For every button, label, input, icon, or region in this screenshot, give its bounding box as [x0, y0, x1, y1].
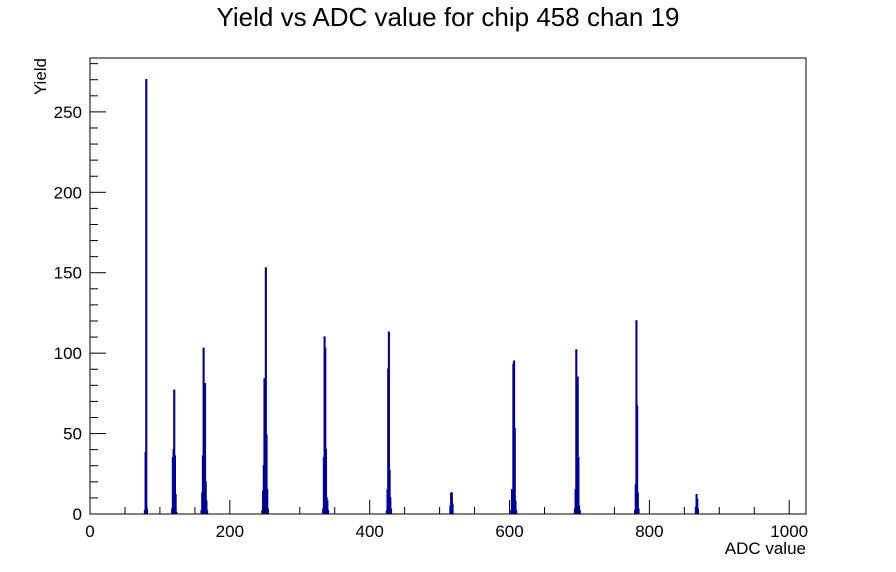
histogram-bin: [326, 500, 329, 514]
x-tick-label: 0: [85, 522, 94, 541]
y-axis-label: Yield: [31, 58, 50, 95]
x-tick-label: 1000: [770, 522, 808, 541]
histogram-layer: [143, 79, 700, 514]
y-tick-label: 100: [54, 344, 82, 363]
histogram-bin: [203, 383, 207, 514]
histogram-bin: [696, 508, 700, 514]
histogram-bin: [450, 492, 453, 514]
histogram-bin: [174, 493, 177, 514]
histogram-bin: [206, 510, 209, 514]
histogram-bin: [451, 503, 454, 514]
x-tick-label: 200: [216, 522, 244, 541]
histogram-bin: [513, 428, 516, 514]
histogram-bin: [389, 497, 392, 514]
histogram-bin: [327, 510, 330, 514]
x-axis-label: ADC value: [725, 539, 806, 558]
histogram-bin: [636, 405, 639, 514]
x-tick-label: 800: [635, 522, 663, 541]
histogram-bin: [266, 508, 270, 514]
histogram-bin: [389, 508, 393, 514]
y-tick-label: 50: [63, 425, 82, 444]
histogram-bin: [637, 508, 640, 514]
y-tick-label: 250: [54, 103, 82, 122]
histogram-bin: [514, 500, 517, 514]
histogram-bin: [636, 492, 639, 514]
plot-frame: [89, 57, 807, 515]
histogram-bin: [204, 481, 207, 514]
y-tick-label: 200: [54, 183, 82, 202]
chart-title: Yield vs ADC value for chip 458 chan 19: [216, 2, 680, 32]
histogram-bin: [265, 434, 268, 514]
histogram-bin: [145, 508, 149, 514]
x-tick-label: 600: [495, 522, 523, 541]
histogram-bin: [388, 469, 391, 514]
histogram-bin: [387, 331, 390, 514]
histogram-bin: [266, 489, 269, 514]
histogram-bin: [173, 389, 176, 514]
histogram-bin: [515, 510, 518, 514]
histogram-bin: [175, 511, 178, 514]
histogram-bin: [264, 267, 267, 514]
histogram-bin: [696, 498, 699, 514]
histogram-bin: [324, 347, 327, 514]
histogram-bin: [324, 448, 328, 514]
histogram-bin: [205, 500, 208, 514]
histogram-bin: [145, 79, 148, 514]
axes: 0 200 400 600 800 1000 0 50 100 150 200 250: [54, 63, 808, 541]
histogram-bin: [173, 455, 177, 514]
y-tick-label: 150: [54, 264, 82, 283]
y-tick-label: 0: [73, 505, 82, 524]
x-tick-label: 400: [356, 522, 384, 541]
histogram-bin: [576, 376, 579, 514]
histogram-bin: [577, 457, 580, 514]
